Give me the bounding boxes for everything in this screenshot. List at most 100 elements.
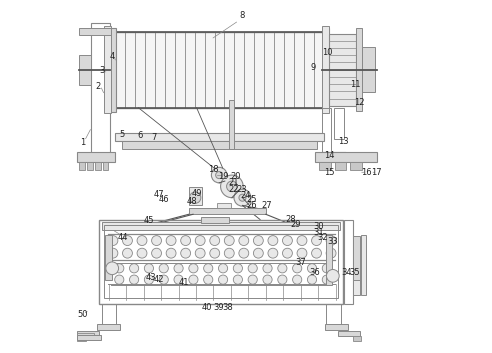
- Circle shape: [144, 275, 154, 284]
- Text: 11: 11: [350, 80, 361, 89]
- Bar: [104, 225, 338, 298]
- Bar: [322, 26, 329, 113]
- Text: 10: 10: [322, 48, 333, 58]
- Text: 39: 39: [213, 303, 224, 312]
- Text: 15: 15: [324, 168, 334, 178]
- Circle shape: [108, 248, 118, 258]
- Bar: [327, 304, 340, 325]
- Circle shape: [326, 248, 336, 258]
- Text: 22: 22: [228, 185, 239, 195]
- Text: 25: 25: [246, 195, 256, 204]
- Circle shape: [210, 236, 219, 246]
- Text: 17: 17: [371, 168, 382, 178]
- Text: 4: 4: [109, 52, 115, 61]
- Circle shape: [152, 248, 161, 258]
- Circle shape: [224, 248, 234, 258]
- Bar: [77, 336, 86, 341]
- Text: 41: 41: [178, 278, 189, 287]
- Text: 34: 34: [341, 268, 352, 277]
- Circle shape: [282, 248, 292, 258]
- Bar: [356, 28, 362, 111]
- Text: 31: 31: [313, 228, 324, 237]
- Circle shape: [137, 248, 147, 258]
- Bar: [77, 152, 115, 162]
- Circle shape: [248, 264, 257, 273]
- Circle shape: [218, 264, 228, 273]
- Circle shape: [204, 275, 213, 284]
- Circle shape: [129, 275, 139, 284]
- Circle shape: [189, 192, 201, 203]
- Circle shape: [297, 248, 307, 258]
- Bar: [77, 333, 94, 336]
- Circle shape: [159, 264, 168, 273]
- Text: 14: 14: [324, 151, 334, 160]
- Circle shape: [224, 236, 234, 246]
- Text: 26: 26: [246, 201, 257, 210]
- Text: 42: 42: [154, 275, 164, 284]
- Bar: [319, 162, 331, 170]
- Bar: [350, 162, 362, 170]
- Bar: [326, 235, 332, 285]
- Text: 35: 35: [349, 268, 360, 277]
- Text: 3: 3: [99, 66, 105, 75]
- Text: 13: 13: [338, 137, 348, 146]
- Circle shape: [327, 269, 339, 282]
- Bar: [353, 237, 360, 282]
- Bar: [325, 324, 348, 330]
- Bar: [217, 203, 231, 208]
- Text: 1: 1: [80, 138, 86, 148]
- Circle shape: [137, 236, 147, 246]
- Circle shape: [189, 264, 198, 273]
- Circle shape: [152, 236, 161, 246]
- Circle shape: [204, 264, 213, 273]
- Bar: [201, 217, 229, 223]
- Bar: [353, 336, 362, 341]
- Circle shape: [308, 275, 316, 284]
- Text: 16: 16: [361, 168, 371, 178]
- Circle shape: [322, 275, 332, 284]
- Text: 19: 19: [218, 172, 228, 181]
- Bar: [329, 34, 356, 106]
- Text: 2: 2: [96, 82, 101, 91]
- Text: 50: 50: [77, 310, 88, 319]
- Circle shape: [195, 248, 205, 258]
- Circle shape: [215, 172, 223, 179]
- Text: 38: 38: [222, 303, 233, 312]
- Bar: [103, 162, 108, 170]
- Circle shape: [308, 264, 316, 273]
- Bar: [87, 162, 93, 170]
- Text: 46: 46: [159, 195, 169, 204]
- Text: 21: 21: [228, 178, 239, 187]
- Bar: [189, 187, 202, 205]
- Text: 28: 28: [286, 215, 297, 224]
- Circle shape: [115, 275, 124, 284]
- Circle shape: [234, 189, 251, 206]
- Bar: [189, 208, 267, 214]
- Circle shape: [297, 236, 307, 246]
- Bar: [79, 28, 111, 35]
- Text: 12: 12: [354, 98, 364, 107]
- Text: 43: 43: [146, 273, 157, 282]
- Circle shape: [253, 236, 263, 246]
- Bar: [77, 331, 99, 336]
- Circle shape: [174, 264, 183, 273]
- Text: 36: 36: [309, 268, 320, 277]
- Circle shape: [263, 275, 272, 284]
- Circle shape: [115, 264, 124, 273]
- Text: 23: 23: [237, 185, 247, 195]
- Bar: [361, 235, 366, 295]
- Bar: [116, 32, 324, 108]
- Circle shape: [210, 248, 219, 258]
- Circle shape: [233, 275, 243, 284]
- Circle shape: [268, 236, 278, 246]
- Circle shape: [106, 262, 119, 275]
- Text: 45: 45: [144, 216, 154, 225]
- Circle shape: [233, 264, 243, 273]
- Bar: [344, 220, 353, 304]
- Circle shape: [181, 248, 190, 258]
- Circle shape: [248, 275, 257, 284]
- Bar: [79, 54, 92, 85]
- Text: 37: 37: [295, 258, 306, 267]
- Text: 20: 20: [231, 172, 242, 181]
- Text: 6: 6: [137, 131, 143, 140]
